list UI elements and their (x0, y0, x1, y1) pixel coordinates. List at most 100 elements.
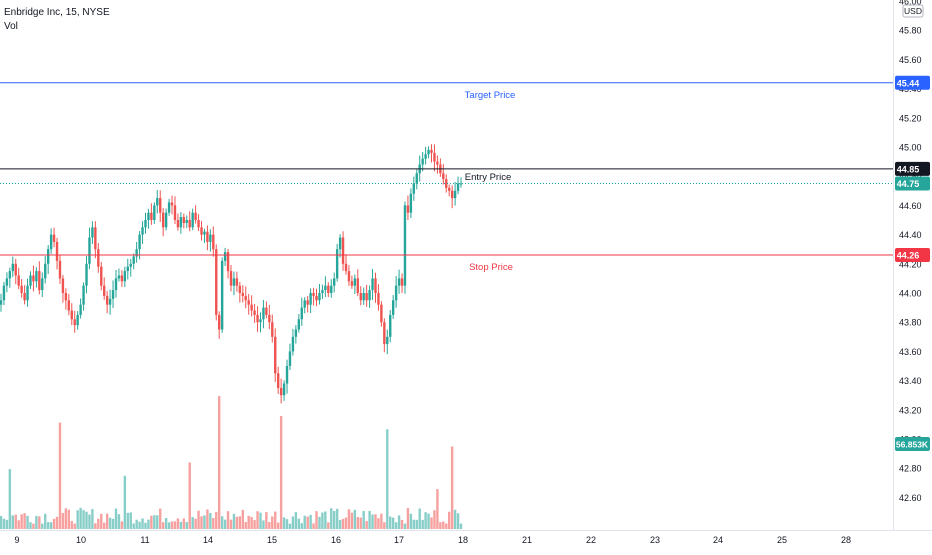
candle-body (11, 263, 14, 272)
volume-bars (0, 396, 463, 529)
volume-bar (100, 513, 103, 529)
volume-bar (374, 514, 377, 529)
candle-body (297, 319, 301, 330)
volume-bar (389, 516, 392, 529)
candle-body (409, 193, 413, 213)
volume-bar (424, 512, 427, 529)
volume-bar (403, 523, 407, 529)
volume-bar (400, 519, 404, 529)
candle-body (338, 237, 342, 250)
volume-bar (173, 521, 177, 529)
candle-body (347, 271, 351, 282)
volume-bar (241, 509, 244, 529)
candle-body (324, 285, 327, 291)
candle-body (371, 278, 374, 291)
time-tick-label: 28 (841, 535, 851, 545)
candle-body (103, 285, 106, 296)
volume-bar (365, 520, 368, 529)
candle-body (100, 266, 103, 286)
volume-bar (94, 523, 97, 529)
volume-bar (26, 515, 29, 529)
volume-bar (138, 521, 141, 529)
volume-bar (324, 511, 327, 529)
candle-body (262, 307, 265, 320)
volume-bar (383, 522, 386, 529)
candle-body (200, 227, 203, 235)
volume-bar (135, 519, 138, 529)
volume-bar (327, 522, 330, 529)
last-price-badge (895, 176, 930, 191)
volume-bar (353, 509, 357, 529)
volume-bar (406, 508, 410, 529)
stop-price-badge (895, 248, 930, 263)
volume-bar (377, 518, 380, 529)
volume-bar (274, 511, 277, 529)
volume-bar (117, 514, 121, 529)
volume-bar (105, 513, 109, 529)
volume-bar (341, 518, 345, 529)
candle-body (353, 278, 357, 286)
volume-bar (203, 515, 206, 529)
volume-bar (67, 509, 71, 529)
time-tick-label: 15 (267, 535, 277, 545)
time-tick-label: 9 (14, 535, 19, 545)
candle-body (391, 300, 395, 315)
candle-body (64, 293, 68, 301)
candle-body (445, 179, 448, 188)
candle-body (58, 260, 62, 279)
volume-bar (91, 509, 94, 529)
candle-body (333, 278, 336, 286)
volume-bar (418, 508, 421, 529)
volume-bar (223, 519, 227, 529)
candle-body (288, 351, 292, 366)
volume-bar (271, 516, 274, 529)
candle-body (129, 263, 132, 267)
volume-bar (368, 510, 371, 529)
volume-bar (52, 518, 56, 529)
candle-body (159, 198, 162, 213)
candle-body (397, 278, 401, 286)
candle-body (459, 183, 463, 185)
candle-body (194, 212, 197, 220)
volume-bar (321, 512, 324, 529)
volume-bar (103, 522, 106, 529)
volume-bar (218, 396, 221, 529)
candle-body (29, 275, 32, 286)
volume-bar (315, 511, 318, 529)
candle-body (35, 271, 38, 282)
volume-bar (164, 518, 168, 529)
candlesticks (0, 144, 463, 404)
volume-bar (244, 521, 247, 529)
volume-bar (318, 516, 321, 529)
candle-body (259, 319, 262, 323)
price-tick-label: 44.60 (899, 201, 922, 211)
price-axis-bg (893, 0, 932, 550)
candle-body (206, 231, 209, 242)
candle-body (156, 198, 159, 206)
candle-body (436, 161, 439, 165)
volume-bar (279, 415, 283, 529)
volume-bar (114, 508, 118, 529)
candle-body (330, 285, 333, 293)
volume-bar (430, 517, 433, 529)
candle-body (223, 252, 227, 261)
volume-bar (132, 523, 135, 529)
candle-body (380, 304, 383, 323)
candle-body (424, 154, 427, 159)
candle-body (356, 278, 359, 293)
volume-bar (338, 520, 342, 529)
candle-body (341, 237, 345, 264)
volume-bar (44, 513, 47, 529)
candle-body (49, 234, 53, 250)
volume-bar (459, 523, 463, 529)
volume-bar (362, 511, 365, 529)
volume-bar (61, 512, 65, 529)
volume-bar (394, 522, 398, 529)
volume-bar (300, 523, 303, 529)
candle-body (73, 319, 76, 326)
candle-body (453, 190, 457, 199)
candle-body (265, 307, 268, 315)
volume-bar (350, 512, 354, 529)
